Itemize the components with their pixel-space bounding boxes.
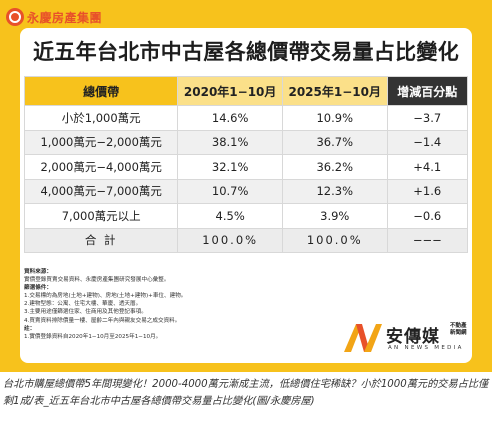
cell-price-band: 7,000萬元以上 [23, 203, 179, 229]
header-change: 增減百分點 [386, 76, 469, 106]
cell-2020: 10.7% [177, 178, 283, 204]
note-text: 1.實價登錄資料自2020年1−10月至2025年1−10月。 [24, 333, 162, 340]
an-logo-icon [344, 324, 382, 352]
company-logo: 永慶房產集團 [6, 6, 102, 28]
cell-price-band: 小於1,000萬元 [23, 105, 179, 131]
cell-change: −3.7 [386, 105, 469, 131]
infographic-card: 永慶房產集團 近五年台北市中古屋各總價帶交易量占比變化 總價帶 2020年1−1… [0, 0, 492, 372]
cell-2025: 10.9% [281, 105, 388, 131]
logo-text: 永慶房產集團 [27, 10, 103, 25]
circle-logo-icon [6, 8, 24, 26]
cell-change: −−− [386, 227, 469, 253]
filter-item: 2.建物型態：公寓、住宅大樓、華廈、透天厝。 [24, 301, 142, 308]
filter-heading: 篩選條件： [24, 285, 52, 292]
cell-2020: 32.1% [177, 154, 283, 180]
table-total-row: 合 計 100.0% 100.0% −−− [23, 227, 469, 253]
header-price-band: 總價帶 [23, 76, 179, 106]
filter-item: 4.買賣資料排除價量一樓、屋齡二年內與親友交易之成交資料。 [24, 317, 181, 324]
cell-2020: 100.0% [177, 227, 283, 253]
source-text: 實價登錄買賣交易資料、永慶房產集團研究發展中心彙整。 [24, 277, 170, 284]
header-2025: 2025年1−10月 [281, 76, 388, 106]
image-caption: 台北市購屋總價帶5年間現變化！2000-4000萬元漸成主流，低總價住宅稀缺？小… [3, 379, 489, 407]
brand-subtitle: 不動產新聞網 [450, 323, 467, 336]
brand-name: 安傳媒 [386, 327, 440, 347]
cell-2025: 3.9% [281, 203, 388, 229]
cell-2025: 36.7% [281, 129, 388, 155]
cell-2025: 36.2% [281, 154, 388, 180]
cell-price-band: 1,000萬元−2,000萬元 [23, 129, 179, 155]
filter-item: 3.主要用途僅篩選住家、住商用及其他登記事項。 [24, 309, 147, 316]
cell-2020: 4.5% [177, 203, 283, 229]
cell-2020: 38.1% [177, 129, 283, 155]
infographic-title: 近五年台北市中古屋各總價帶交易量占比變化 [33, 40, 459, 64]
brand-english: AN NEWS MEDIA [388, 345, 464, 351]
table-row: 7,000萬元以上 4.5% 3.9% −0.6 [23, 203, 469, 229]
cell-2025: 100.0% [281, 227, 388, 253]
table-row: 小於1,000萬元 14.6% 10.9% −3.7 [23, 105, 469, 131]
media-brand-logo: 安傳媒 不動產新聞網 AN NEWS MEDIA [342, 320, 468, 356]
cell-total-label: 合 計 [23, 227, 179, 253]
header-2020: 2020年1−10月 [177, 76, 283, 106]
cell-change: +1.6 [386, 178, 469, 204]
cell-change: −1.4 [386, 129, 469, 155]
content-panel: 近五年台北市中古屋各總價帶交易量占比變化 總價帶 2020年1−10月 2025… [20, 28, 472, 363]
filter-item: 1.交易標的為房地(土地+建物)、房地(土地+建物)+車位、建物。 [24, 293, 187, 300]
source-heading: 資料來源： [24, 269, 52, 275]
cell-2025: 12.3% [281, 178, 388, 204]
cell-change: +4.1 [386, 154, 469, 180]
cell-2020: 14.6% [177, 105, 283, 131]
table-header-row: 總價帶 2020年1−10月 2025年1−10月 增減百分點 [23, 76, 469, 106]
table-row: 2,000萬元−4,000萬元 32.1% 36.2% +4.1 [23, 154, 469, 180]
table-row: 1,000萬元−2,000萬元 38.1% 36.7% −1.4 [23, 129, 469, 155]
cell-price-band: 2,000萬元−4,000萬元 [23, 154, 179, 180]
footnotes: 資料來源： 實價登錄買賣交易資料、永慶房產集團研究發展中心彙整。 篩選條件： 1… [24, 268, 324, 341]
note-heading: 註： [24, 325, 36, 332]
cell-change: −0.6 [386, 203, 469, 229]
price-band-table: 總價帶 2020年1−10月 2025年1−10月 增減百分點 小於1,000萬… [23, 76, 469, 253]
cell-price-band: 4,000萬元−7,000萬元 [23, 178, 179, 204]
table-row: 4,000萬元−7,000萬元 10.7% 12.3% +1.6 [23, 178, 469, 204]
